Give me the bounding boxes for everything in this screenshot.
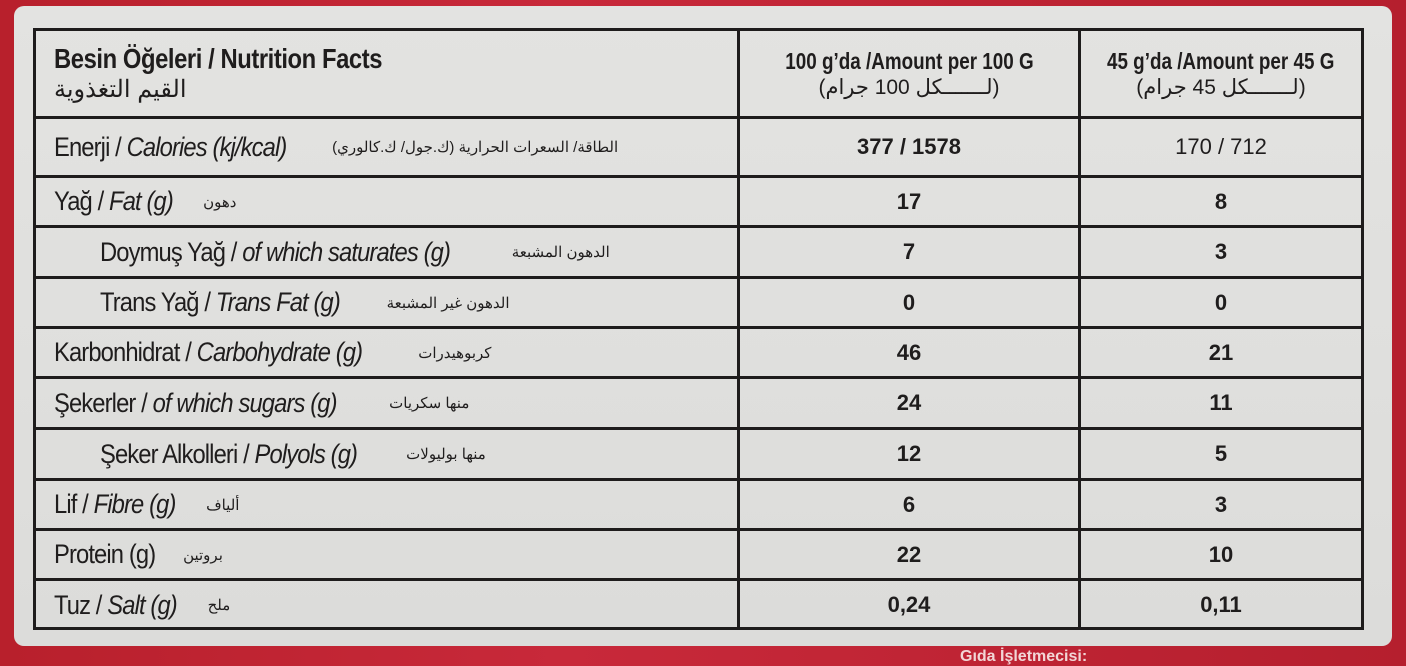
table-title: Besin Öğeleri / Nutrition Facts <box>54 43 383 74</box>
header-title-cell: Besin Öğeleri / Nutrition Facts القيم ال… <box>36 31 740 116</box>
table-row: Şeker Alkolleri / Polyols (g) منها بوليو… <box>36 430 1361 481</box>
nutrient-name-arabic: دهون <box>203 193 237 211</box>
nutrient-label-cell: Yağ / Fat (g) دهون <box>36 178 740 225</box>
value-per-100g: 12 <box>740 430 1081 478</box>
nutrient-name-turkish: Protein (g) <box>54 539 156 569</box>
table-row: Lif / Fibre (g) ألياف 6 3 <box>36 481 1361 531</box>
nutrient-name: Doymuş Yağ / of which saturates (g) <box>100 236 451 268</box>
nutrient-name-turkish: Yağ / <box>54 186 104 216</box>
nutrient-name-english: Carbohydrate (g) <box>196 337 363 367</box>
nutrient-name-arabic: الدهون غير المشبعة <box>386 294 510 312</box>
nutrient-name-turkish: Karbonhidrat / <box>54 337 192 367</box>
nutrient-name: Karbonhidrat / Carbohydrate (g) <box>54 337 363 368</box>
nutrient-name-arabic: منها بوليولات <box>406 446 486 463</box>
nutrient-label-cell: Karbonhidrat / Carbohydrate (g) كربوهيدر… <box>36 329 740 376</box>
table-header-row: Besin Öğeleri / Nutrition Facts القيم ال… <box>36 31 1361 119</box>
table-row: Şekerler / of which sugars (g) منها سكري… <box>36 379 1361 430</box>
nutrient-name-english: of which sugars (g) <box>152 387 338 418</box>
food-operator-label: Gıda İşletmecisi: <box>960 648 1088 665</box>
nutrient-name: Şekerler / of which sugars (g) <box>54 388 337 419</box>
value-per-100g: 0,24 <box>740 581 1081 629</box>
table-row: Yağ / Fat (g) دهون 17 8 <box>36 178 1361 228</box>
value-per-45g: 10 <box>1208 541 1234 567</box>
nutrient-name-english: of which saturates (g) <box>242 236 451 267</box>
column-header-100g: 100 g’da /Amount per 100 G (لـــــــكل 1… <box>740 31 1081 116</box>
nutrient-name: Trans Yağ / Trans Fat (g) <box>100 287 341 318</box>
nutrient-name-english: Calories (kj/kcal) <box>126 131 288 162</box>
nutrient-name-turkish: Şeker Alkolleri / <box>100 438 250 469</box>
value-per-45g: 5 <box>1214 441 1228 466</box>
column-header-45g-arabic: (لـــــــكل 45 جرام) <box>1136 75 1306 99</box>
table-row: Doymuş Yağ / of which saturates (g) الده… <box>36 228 1361 279</box>
nutrient-label-cell: Protein (g) بروتين <box>36 531 740 578</box>
nutrient-name: Protein (g) <box>54 539 156 570</box>
value-per-45g: 170 / 712 <box>1175 134 1267 159</box>
nutrient-label-cell: Enerji / Calories (kj/kcal) الطاقة/ السع… <box>36 119 740 175</box>
nutrient-label-cell: Şeker Alkolleri / Polyols (g) منها بوليو… <box>36 430 740 478</box>
value-per-100g: 46 <box>740 329 1081 376</box>
value-per-45g: 8 <box>1214 188 1228 214</box>
table-row: Enerji / Calories (kj/kcal) الطاقة/ السع… <box>36 119 1361 178</box>
nutrient-name-english: Polyols (g) <box>254 438 358 469</box>
nutrient-name: Enerji / Calories (kj/kcal) <box>54 131 288 163</box>
nutrient-name: Şeker Alkolleri / Polyols (g) <box>100 438 358 470</box>
column-header-100g-label: 100 g’da /Amount per 100 G <box>784 47 1034 74</box>
nutrition-facts-table: Besin Öğeleri / Nutrition Facts القيم ال… <box>33 28 1364 630</box>
nutrient-name-arabic: الدهون المشبعة <box>511 244 610 261</box>
value-per-45g: 11 <box>1209 390 1233 415</box>
nutrient-name-english: Fibre (g) <box>93 489 177 519</box>
table-row: Tuz / Salt (g) ملح 0,24 0,11 <box>36 581 1361 629</box>
value-per-100g: 6 <box>740 481 1081 528</box>
value-per-100g: 7 <box>740 228 1081 276</box>
nutrient-label-cell: Trans Yağ / Trans Fat (g) الدهون غير الم… <box>36 279 740 326</box>
nutrient-name-arabic: كربوهيدرات <box>418 344 492 362</box>
value-per-45g: 0,11 <box>1200 592 1242 617</box>
nutrient-name: Lif / Fibre (g) <box>54 489 177 520</box>
nutrient-name-arabic: الطاقة/ السعرات الحرارية (ك.جول/ ك.كالور… <box>332 139 619 156</box>
nutrient-label-cell: Şekerler / of which sugars (g) منها سكري… <box>36 379 740 427</box>
nutrient-name: Yağ / Fat (g) <box>54 186 174 217</box>
value-per-100g: 17 <box>740 178 1081 225</box>
nutrient-name-arabic: منها سكريات <box>389 395 470 412</box>
table-row: Trans Yağ / Trans Fat (g) الدهون غير الم… <box>36 279 1361 329</box>
column-header-100g-arabic: (لـــــــكل 100 جرام) <box>818 75 1000 99</box>
column-header-45g-label: 45 g’da /Amount per 45 G <box>1107 47 1335 74</box>
nutrient-name-turkish: Doymuş Yağ / <box>100 236 237 267</box>
value-per-45g: 3 <box>1214 491 1228 517</box>
nutrient-name-arabic: ملح <box>207 597 231 614</box>
value-per-45g: 3 <box>1214 239 1228 264</box>
value-per-100g: 0 <box>740 279 1081 326</box>
nutrient-name-english: Fat (g) <box>109 186 174 216</box>
nutrient-label-cell: Tuz / Salt (g) ملح <box>36 581 740 629</box>
value-per-45g: 21 <box>1208 339 1234 365</box>
nutrient-name-turkish: Lif / <box>54 489 89 519</box>
nutrient-name: Tuz / Salt (g) <box>54 589 178 621</box>
nutrient-name-arabic: بروتين <box>183 546 223 564</box>
table-row: Protein (g) بروتين 22 10 <box>36 531 1361 581</box>
nutrient-label-cell: Lif / Fibre (g) ألياف <box>36 481 740 528</box>
nutrient-label-cell: Doymuş Yağ / of which saturates (g) الده… <box>36 228 740 276</box>
value-per-100g: 24 <box>740 379 1081 427</box>
nutrient-name-turkish: Şekerler / <box>54 387 148 418</box>
nutrient-name-arabic: ألياف <box>206 496 240 514</box>
value-per-100g: 377 / 1578 <box>740 119 1081 175</box>
nutrient-name-english: Trans Fat (g) <box>215 287 341 317</box>
nutrient-name-turkish: Trans Yağ / <box>100 287 211 317</box>
table-row: Karbonhidrat / Carbohydrate (g) كربوهيدر… <box>36 329 1361 379</box>
nutrient-name-turkish: Tuz / <box>54 589 102 620</box>
value-per-100g: 22 <box>740 531 1081 578</box>
table-title-arabic: القيم التغذوية <box>54 76 187 103</box>
value-per-45g: 0 <box>1214 289 1228 315</box>
column-header-45g: 45 g’da /Amount per 45 G (لـــــــكل 45 … <box>1081 31 1361 116</box>
nutrient-name-english: Salt (g) <box>107 589 177 620</box>
nutrient-name-turkish: Enerji / <box>54 131 122 162</box>
